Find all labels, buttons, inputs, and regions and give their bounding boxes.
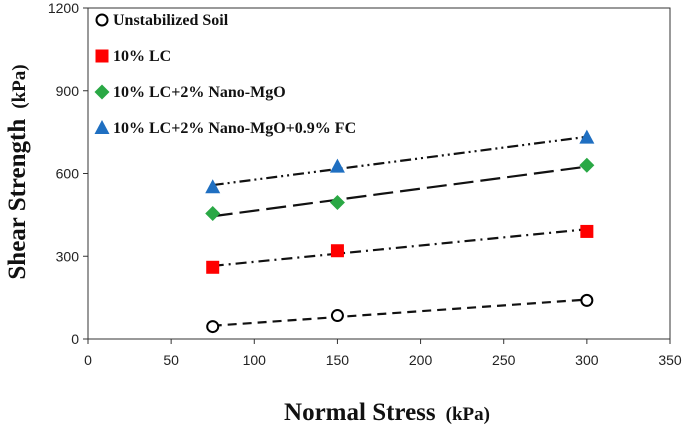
trend-line-1 (212, 298, 587, 327)
y-axis: 0 300 600 900 1200 (48, 0, 88, 347)
legend-marker-2 (95, 49, 109, 63)
data-point-series-3 (329, 194, 345, 210)
x-tick-label: 150 (326, 352, 350, 368)
data-points (205, 129, 595, 334)
x-axis-title: Normal Stress (kPa) (284, 399, 490, 426)
legend: Unstabilized Soil 10% LC 10% LC+2% Nano-Mg… (94, 12, 356, 137)
x-tick-label: 0 (84, 352, 92, 368)
x-tick-label: 200 (409, 352, 433, 368)
trend-lines (212, 135, 588, 327)
data-point-series-4 (205, 179, 221, 194)
data-point-series-1 (206, 320, 220, 334)
y-axis-title: Shear Strength (kPa) (4, 64, 31, 279)
legend-marker-1 (95, 13, 109, 27)
data-point-series-2 (580, 224, 594, 238)
data-point-series-1 (580, 293, 594, 307)
plot-frame (87, 7, 671, 340)
data-point-series-4 (579, 129, 595, 144)
y-tick-label: 900 (56, 83, 80, 99)
x-axis-title-label: Normal Stress (284, 399, 436, 426)
legend-label-2: 10% LC (113, 48, 171, 65)
x-axis: 0 50 100 150 200 250 300 350 (84, 339, 682, 368)
y-tick-label: 600 (56, 166, 80, 182)
y-tick-label: 300 (56, 248, 80, 264)
data-point-series-4 (329, 158, 345, 173)
x-tick-label: 50 (163, 352, 179, 368)
legend-marker-3 (94, 84, 110, 100)
x-tick-label: 100 (243, 352, 267, 368)
x-tick-label: 350 (658, 352, 682, 368)
x-axis-title-unit: (kPa) (446, 404, 490, 425)
legend-marker-4 (94, 120, 110, 134)
legend-label-3: 10% LC+2% Nano-MgO (113, 84, 286, 101)
data-point-series-2 (206, 260, 220, 274)
legend-label-4: 10% LC+2% Nano-MgO+0.9% FC (113, 120, 356, 137)
x-tick-label: 250 (492, 352, 516, 368)
data-point-series-3 (205, 205, 221, 221)
y-axis-title-unit: (kPa) (9, 64, 30, 108)
data-point-series-2 (330, 244, 344, 258)
x-tick-label: 300 (575, 352, 599, 368)
plot-border (87, 7, 671, 340)
y-tick-label: 0 (71, 331, 79, 347)
trend-line-3 (212, 165, 588, 218)
trend-line-2 (212, 228, 587, 267)
data-point-series-1 (330, 309, 344, 323)
y-axis-title-label: Shear Strength (4, 119, 31, 280)
y-tick-label: 1200 (48, 0, 79, 16)
trend-line-4 (212, 135, 587, 187)
legend-label-1: Unstabilized Soil (113, 12, 229, 29)
data-point-series-3 (579, 157, 595, 173)
